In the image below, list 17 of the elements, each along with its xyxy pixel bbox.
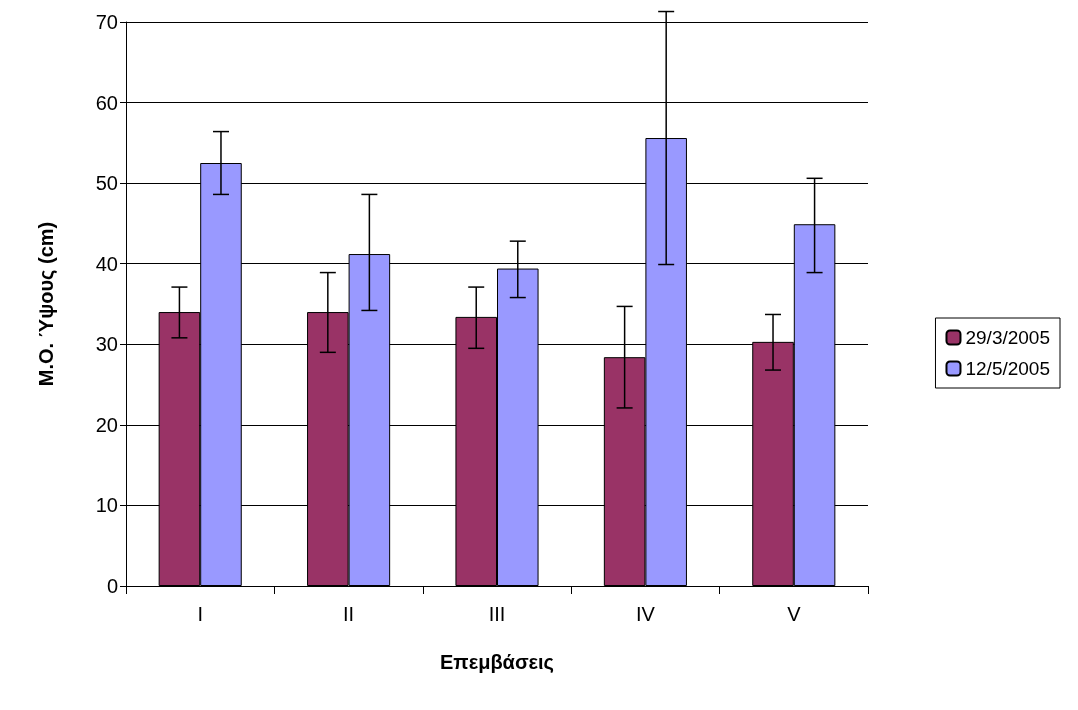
y-tick-label: 10 (95, 494, 118, 517)
x-tick-label: V (787, 603, 802, 625)
x-tick-label: IV (635, 603, 656, 625)
y-tick-label: 60 (95, 91, 118, 114)
legend-label: 29/3/2005 (965, 327, 1051, 348)
y-tick-label: 50 (95, 172, 118, 195)
x-tick-label: III (488, 603, 506, 625)
y-axis-title: Μ.Ο. Ύψους (cm) (35, 221, 57, 387)
x-tick-label: II (343, 603, 355, 625)
y-tick-label: 40 (95, 252, 118, 275)
y-tick-label: 20 (95, 413, 118, 436)
y-tick-label: 0 (106, 575, 118, 597)
x-tick-label: I (197, 603, 203, 625)
x-axis-title: Επεμβάσεις (439, 651, 555, 673)
legend-label: 12/5/2005 (965, 358, 1051, 379)
y-tick-label: 30 (95, 333, 118, 356)
y-tick-label: 70 (95, 11, 118, 33)
